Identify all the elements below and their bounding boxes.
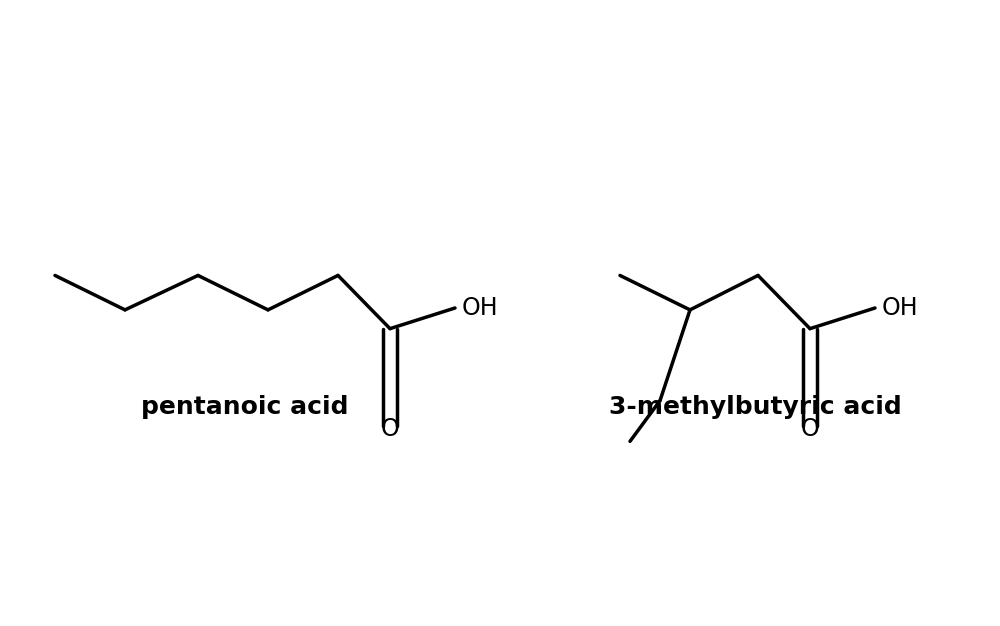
Text: OH: OH (462, 296, 499, 320)
Text: pentanoic acid: pentanoic acid (141, 395, 349, 419)
Text: O: O (381, 418, 399, 441)
Text: OH: OH (882, 296, 919, 320)
Text: 3-methylbutyric acid: 3-methylbutyric acid (609, 395, 901, 419)
Text: O: O (801, 418, 819, 441)
